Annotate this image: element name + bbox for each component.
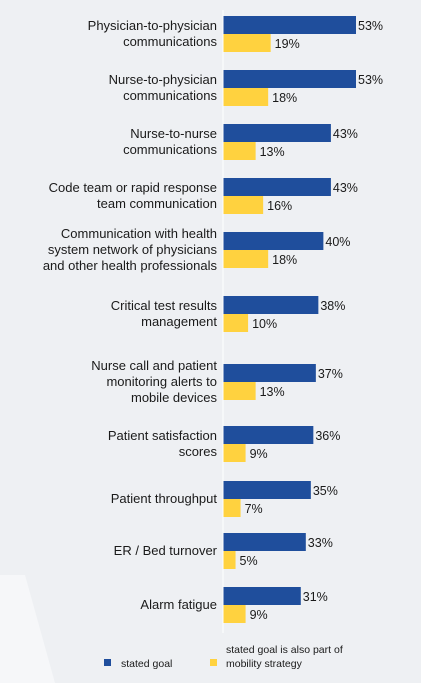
category-label: Code team or rapid response bbox=[49, 180, 217, 195]
category-label: scores bbox=[179, 444, 218, 459]
category-label: mobile devices bbox=[131, 390, 217, 405]
category-label: monitoring alerts to bbox=[106, 374, 217, 389]
bar-value-label: 18% bbox=[272, 91, 297, 105]
bar-stated-goal bbox=[223, 296, 319, 314]
bar-stated-goal bbox=[223, 178, 331, 196]
bar-value-label: 43% bbox=[333, 181, 358, 195]
bar-mobility-strategy bbox=[223, 250, 269, 268]
legend-label: stated goal bbox=[121, 658, 172, 670]
bar-mobility-strategy bbox=[223, 314, 249, 332]
bar-mobility-strategy bbox=[223, 444, 246, 462]
category-label: and other health professionals bbox=[43, 258, 218, 273]
legend-label: mobility strategy bbox=[226, 658, 303, 670]
bar-mobility-strategy bbox=[223, 88, 269, 106]
category-label: Nurse call and patient bbox=[91, 358, 217, 373]
bar-value-label: 16% bbox=[267, 199, 292, 213]
category-label: ER / Bed turnover bbox=[114, 543, 218, 558]
legend-swatch-mobility-strategy bbox=[210, 659, 217, 666]
bar-value-label: 13% bbox=[260, 385, 285, 399]
bar-value-label: 31% bbox=[303, 590, 328, 604]
bar-mobility-strategy bbox=[223, 499, 241, 517]
bar-value-label: 43% bbox=[333, 127, 358, 141]
category-label: Nurse-to-nurse bbox=[130, 126, 217, 141]
bar-value-label: 53% bbox=[358, 73, 383, 87]
bar-value-label: 40% bbox=[325, 235, 350, 249]
bar-stated-goal bbox=[223, 16, 356, 34]
bar-stated-goal bbox=[223, 533, 306, 551]
bar-value-label: 10% bbox=[252, 317, 277, 331]
category-label: Physician-to-physician bbox=[88, 18, 217, 33]
bar-mobility-strategy bbox=[223, 34, 271, 52]
category-label: Communication with health bbox=[61, 226, 217, 241]
bar-stated-goal bbox=[223, 124, 331, 142]
category-label: team communication bbox=[97, 196, 217, 211]
category-label: communications bbox=[123, 88, 217, 103]
category-label: Patient satisfaction bbox=[108, 428, 217, 443]
background-accent bbox=[0, 575, 55, 683]
bar-value-label: 18% bbox=[272, 253, 297, 267]
bar-value-label: 19% bbox=[275, 37, 300, 51]
category-label: Alarm fatigue bbox=[140, 597, 217, 612]
legend-swatch-stated-goal bbox=[104, 659, 111, 666]
bar-mobility-strategy bbox=[223, 382, 256, 400]
bar-value-label: 35% bbox=[313, 484, 338, 498]
category-label: system network of physicians bbox=[48, 242, 218, 257]
bar-value-label: 53% bbox=[358, 19, 383, 33]
bar-value-label: 13% bbox=[260, 145, 285, 159]
bar-value-label: 33% bbox=[308, 536, 333, 550]
category-label: Critical test results bbox=[111, 298, 218, 313]
bar-stated-goal bbox=[223, 481, 311, 499]
category-label: Nurse-to-physician bbox=[109, 72, 217, 87]
bar-stated-goal bbox=[223, 587, 301, 605]
bar-mobility-strategy bbox=[223, 551, 236, 569]
bar-stated-goal bbox=[223, 232, 324, 250]
category-label: Patient throughput bbox=[111, 491, 218, 506]
bar-value-label: 38% bbox=[320, 299, 345, 313]
bar-value-label: 36% bbox=[315, 429, 340, 443]
bar-value-label: 37% bbox=[318, 367, 343, 381]
bar-stated-goal bbox=[223, 364, 316, 382]
bar-value-label: 9% bbox=[250, 608, 268, 622]
bar-value-label: 9% bbox=[250, 447, 268, 461]
category-label: communications bbox=[123, 142, 217, 157]
legend-label: stated goal is also part of bbox=[226, 644, 343, 656]
bar-value-label: 5% bbox=[240, 554, 258, 568]
category-label: management bbox=[141, 314, 217, 329]
bar-mobility-strategy bbox=[223, 605, 246, 623]
bar-value-label: 7% bbox=[245, 502, 263, 516]
bar-stated-goal bbox=[223, 426, 314, 444]
bar-stated-goal bbox=[223, 70, 356, 88]
bar-mobility-strategy bbox=[223, 196, 264, 214]
bar-mobility-strategy bbox=[223, 142, 256, 160]
category-label: communications bbox=[123, 34, 217, 49]
